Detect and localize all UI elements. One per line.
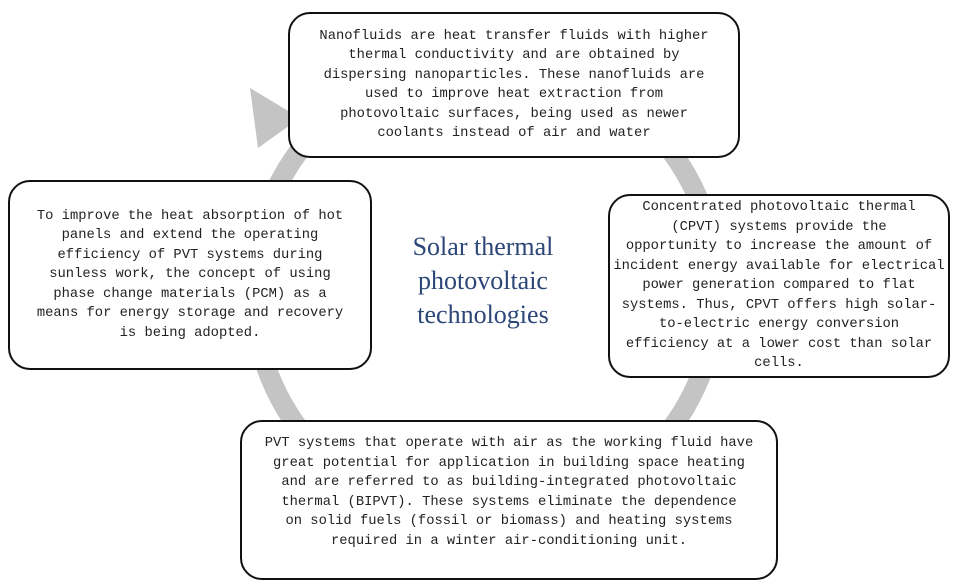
title-line: technologies [417, 300, 549, 329]
node-text-line: and are referred to as building-integrat… [281, 475, 737, 490]
node-text-line: Nanofluids are heat transfer fluids with… [319, 28, 709, 44]
node-text-line: power generation compared to flat [642, 278, 916, 294]
title-line: photovoltaic [418, 266, 548, 295]
node-box: PVT systems that operate with air as the… [240, 420, 778, 580]
node-text-line: cells. [754, 356, 804, 372]
node-text-line: required in a winter air-conditioning un… [330, 533, 688, 549]
node-box: Concentrated photovoltaic thermal (CPVT) … [608, 194, 950, 378]
node-text-line: opportunity to increase the amount of [625, 239, 933, 255]
node-text-line: systems. Thus, CPVT offers high solar- [621, 297, 937, 313]
node-text-line: is being adopted. [119, 325, 261, 341]
node-text-line: great potential for application in build… [273, 455, 745, 471]
node-text-line: Concentrated photovoltaic thermal [642, 200, 916, 216]
node-text-line: efficiency at a lower cost than solar [625, 336, 933, 352]
center-title: Solar thermal photovoltaic technologies [383, 230, 583, 332]
node-text-line: thermal conductivity and are obtained by [348, 48, 680, 63]
node-text-line: dispersing nanoparticles. These nanoflui… [323, 67, 705, 83]
node-text-line: (CPVT) systems provide the [671, 219, 887, 235]
node-text-line: to-electric energy conversion [658, 317, 900, 333]
node-box: To improve the heat absorption of hot pan… [8, 180, 372, 370]
node-text-line: used to improve heat extraction from [364, 87, 664, 102]
node-text-line: on solid fuels (fossil or biomass) and h… [285, 514, 733, 529]
page: {"title": ["Solar thermal", "photovoltai… [8, 12, 950, 580]
arrowhead [250, 88, 300, 148]
node-text-line: PVT systems that operate with air as the… [264, 436, 754, 451]
node-text-line: sunless work, the concept of using [49, 267, 331, 283]
node-text-line: incident energy available for electrical [613, 258, 945, 274]
node-text-line: photovoltaic surfaces, being used as new… [340, 106, 688, 122]
node-text-line: phase change materials (PCM) as a [53, 286, 327, 302]
node-box: Nanofluids are heat transfer fluids with… [288, 12, 740, 158]
node-text-line: panels and extend the operating [61, 228, 319, 244]
node-text-line: means for energy storage and recovery [36, 306, 344, 322]
title-line: Solar thermal [412, 232, 554, 261]
node-text-line: To improve the heat absorption of hot [36, 208, 344, 224]
node-text-line: coolants instead of air and water [377, 126, 651, 141]
node-text-line: efficiency of PVT systems during [57, 247, 323, 263]
node-text-line: thermal (BIPVT). These systems eliminate… [281, 494, 737, 510]
